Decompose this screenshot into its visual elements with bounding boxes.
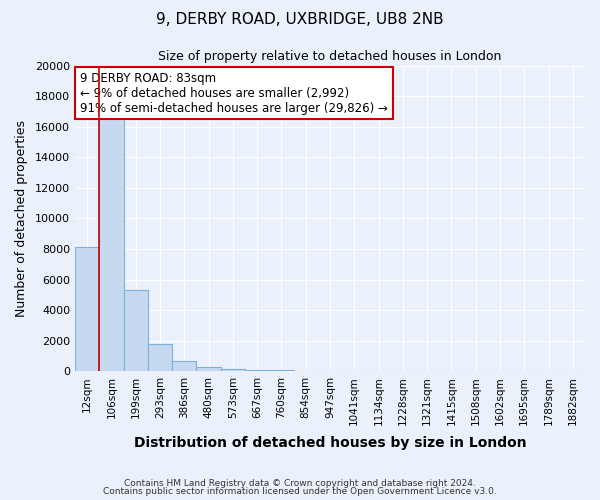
X-axis label: Distribution of detached houses by size in London: Distribution of detached houses by size … [134, 436, 526, 450]
Y-axis label: Number of detached properties: Number of detached properties [15, 120, 28, 317]
Bar [221, 369, 245, 372]
Text: Contains HM Land Registry data © Crown copyright and database right 2024.: Contains HM Land Registry data © Crown c… [124, 478, 476, 488]
Text: Contains public sector information licensed under the Open Government Licence v3: Contains public sector information licen… [103, 487, 497, 496]
Bar [269, 370, 293, 372]
Text: 9, DERBY ROAD, UXBRIDGE, UB8 2NB: 9, DERBY ROAD, UXBRIDGE, UB8 2NB [156, 12, 444, 28]
Bar [148, 344, 172, 372]
Text: 9 DERBY ROAD: 83sqm
← 9% of detached houses are smaller (2,992)
91% of semi-deta: 9 DERBY ROAD: 83sqm ← 9% of detached hou… [80, 72, 388, 114]
Bar [99, 118, 124, 372]
Title: Size of property relative to detached houses in London: Size of property relative to detached ho… [158, 50, 502, 63]
Bar [124, 290, 148, 372]
Bar [245, 370, 269, 372]
Bar [196, 366, 221, 372]
Bar [172, 360, 196, 372]
Bar [75, 248, 99, 372]
